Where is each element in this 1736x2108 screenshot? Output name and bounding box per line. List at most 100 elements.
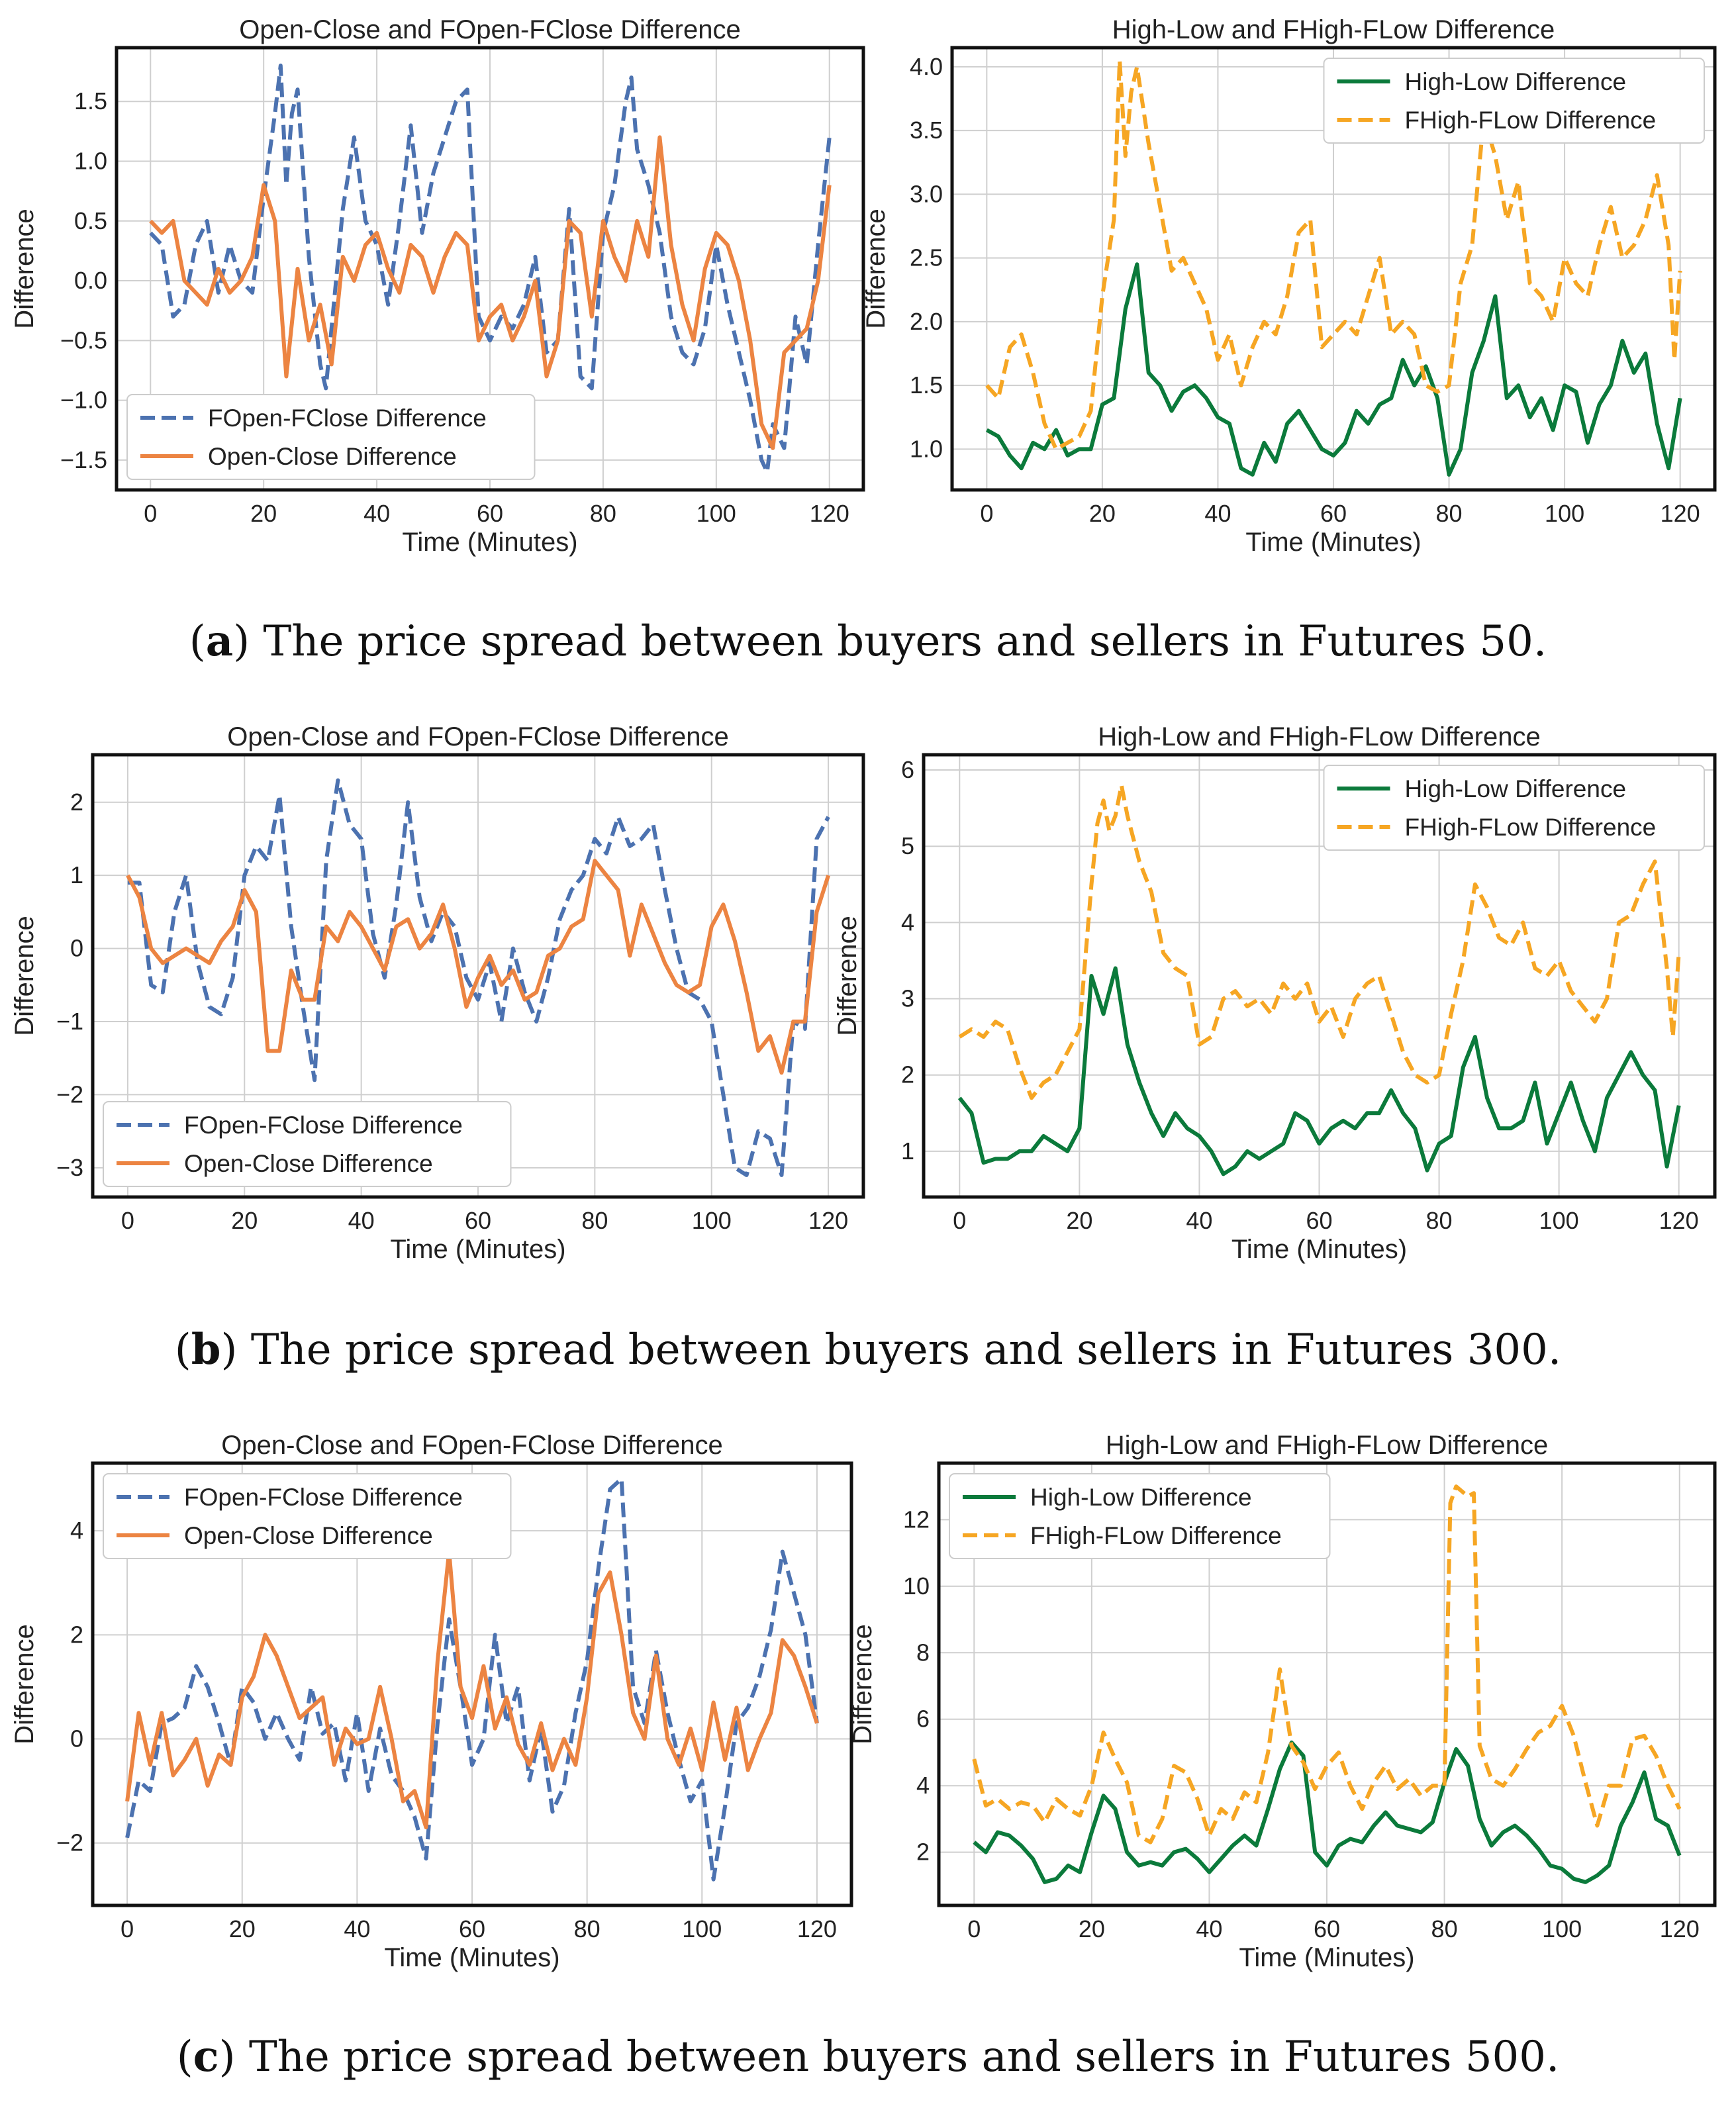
chart-a-high-low: 0 20 40 60 80 100 120 1.0 1.5 2.0 2.5 3.0 3.5 4.0 High… [861, 15, 1717, 557]
legend-label: FOpen-FClose Difference [208, 405, 487, 432]
y-tick-label: 12 [903, 1506, 930, 1533]
legend: High-Low Difference FHigh-FLow Difference [949, 1473, 1331, 1559]
x-tick-label: 20 [1089, 500, 1116, 527]
series-line-open-close-difference [149, 135, 832, 450]
series-line-open-close-difference [125, 1549, 819, 1830]
x-tick-label: 100 [682, 1915, 722, 1942]
chart-title: Open-Close and FOpen-FClose Difference [227, 722, 728, 751]
x-tick-label: 120 [1660, 1915, 1700, 1942]
series-group [985, 58, 1682, 477]
series-group [972, 1484, 1682, 1884]
legend-label: FHigh-FLow Difference [1030, 1522, 1282, 1549]
x-axis-label: Time (Minutes) [1231, 1235, 1407, 1264]
y-tick-label: 3.0 [910, 180, 943, 207]
y-tick-label: 4 [916, 1772, 930, 1799]
x-tick-label: 80 [581, 1207, 608, 1234]
x-tick-label: 80 [590, 500, 616, 527]
y-tick-label: −2 [56, 1829, 83, 1856]
caption-a-text: The price spread between buyers and sell… [264, 617, 1547, 666]
y-tick-label: 1 [70, 861, 83, 888]
caption-b-text: The price spread between buyers and sell… [251, 1325, 1561, 1374]
y-axis-label: Difference [848, 1624, 877, 1745]
x-tick-label: 20 [1066, 1207, 1092, 1234]
legend-label: High-Low Difference [1405, 68, 1627, 95]
caption-a: (a) The price spread between buyers and … [189, 616, 1547, 666]
legend-label: Open-Close Difference [184, 1522, 433, 1549]
legend-label: FHigh-FLow Difference [1405, 814, 1657, 841]
legend-label: Open-Close Difference [184, 1150, 433, 1177]
caption-b-letter: b [191, 1325, 221, 1374]
y-tick-label: 2 [70, 789, 83, 816]
plot-frame [91, 753, 865, 1199]
legend-label: High-Low Difference [1405, 775, 1627, 802]
y-tick-label: 1.0 [74, 148, 107, 175]
legend-box [1323, 765, 1705, 851]
chart-a-open-close: 0 20 40 60 80 100 120 −1.5 −1.0 −0.5 0.0 0.5 1.0 1.5 O… [10, 15, 865, 557]
y-axis-label: Difference [10, 916, 39, 1036]
caption-b: (b) The price spread between buyers and … [175, 1325, 1561, 1374]
series-line-fhigh-flow-difference [985, 58, 1682, 452]
series-line-high-low-difference [973, 1740, 1682, 1884]
x-axis-label: Time (Minutes) [1245, 528, 1421, 557]
legend-label: High-Low Difference [1030, 1484, 1252, 1511]
y-tick-label: −3 [56, 1154, 83, 1181]
series-group [957, 783, 1681, 1176]
series-group [126, 778, 830, 1177]
x-tick-label: 60 [477, 500, 503, 527]
legend: High-Low Difference FHigh-FLow Difference [1323, 58, 1705, 144]
x-axis-label: Time (Minutes) [384, 1943, 559, 1972]
y-tick-label: 1.0 [910, 435, 943, 462]
y-axis-label: Difference [10, 1624, 39, 1745]
y-tick-label: 0 [70, 1725, 83, 1752]
plot-frame [91, 1461, 853, 1907]
caption-c-text: The price spread between buyers and sell… [249, 2033, 1559, 2082]
x-tick-label: 0 [144, 500, 157, 527]
legend-label: FHigh-FLow Difference [1405, 107, 1657, 134]
y-tick-label: 8 [916, 1639, 930, 1666]
y-tick-label: −2 [56, 1080, 83, 1108]
y-tick-label: −1 [56, 1008, 83, 1035]
x-tick-label: 100 [1542, 1915, 1582, 1942]
legend: FOpen-FClose Difference Open-Close Differ… [103, 1473, 512, 1559]
x-tick-label: 0 [121, 1207, 134, 1234]
y-tick-label: −1.5 [60, 446, 107, 473]
chart-c-high-low: 0 20 40 60 80 100 120 2 4 6 8 10 12 High-Low and FHig… [848, 1431, 1717, 1972]
x-tick-label: 60 [1306, 1207, 1332, 1234]
x-axis-label: Time (Minutes) [1239, 1943, 1414, 1972]
y-tick-label: 5 [901, 832, 914, 859]
y-tick-label: 1.5 [910, 371, 943, 399]
series-line-fhigh-flow-difference [958, 783, 1681, 1100]
chart-c-open-close: 0 20 40 60 80 100 120 −2 0 2 4 Open-Close and FOpen… [10, 1431, 853, 1972]
y-axis-label: Difference [861, 209, 891, 329]
legend-box [126, 394, 536, 480]
y-tick-label: 4.0 [910, 53, 943, 80]
legend-box [103, 1473, 512, 1559]
legend-box [949, 1473, 1331, 1559]
chart-title: Open-Close and FOpen-FClose Difference [221, 1431, 722, 1460]
plot-frame [937, 1461, 1717, 1907]
y-tick-label: 2 [70, 1621, 83, 1648]
x-tick-label: 40 [363, 500, 390, 527]
plot-frame [115, 46, 865, 492]
x-tick-label: 120 [1661, 500, 1700, 527]
x-tick-label: 60 [459, 1915, 485, 1942]
y-tick-label: 2.5 [910, 244, 943, 271]
y-tick-label: 10 [903, 1572, 930, 1600]
series-line-high-low-difference [985, 262, 1682, 477]
x-tick-label: 80 [1426, 1207, 1453, 1234]
caption-c: (c) The price spread between buyers and … [177, 2032, 1560, 2082]
x-axis-label: Time (Minutes) [402, 528, 577, 557]
series-line-high-low-difference [957, 966, 1681, 1176]
x-tick-label: 120 [797, 1915, 837, 1942]
y-tick-label: 3 [901, 985, 914, 1012]
chart-b-open-close: 0 20 40 60 80 100 120 −3 −2 −1 0 1 2 Open-Close and F… [10, 722, 865, 1264]
x-tick-label: 120 [808, 1207, 848, 1234]
x-tick-label: 120 [810, 500, 849, 527]
x-tick-label: 20 [1079, 1915, 1105, 1942]
series-line-fopen-fclose-difference [125, 1476, 819, 1882]
series-group [125, 1476, 819, 1882]
x-tick-label: 40 [344, 1915, 370, 1942]
y-tick-label: 0.5 [74, 207, 107, 234]
y-axis-label: Difference [833, 916, 862, 1036]
